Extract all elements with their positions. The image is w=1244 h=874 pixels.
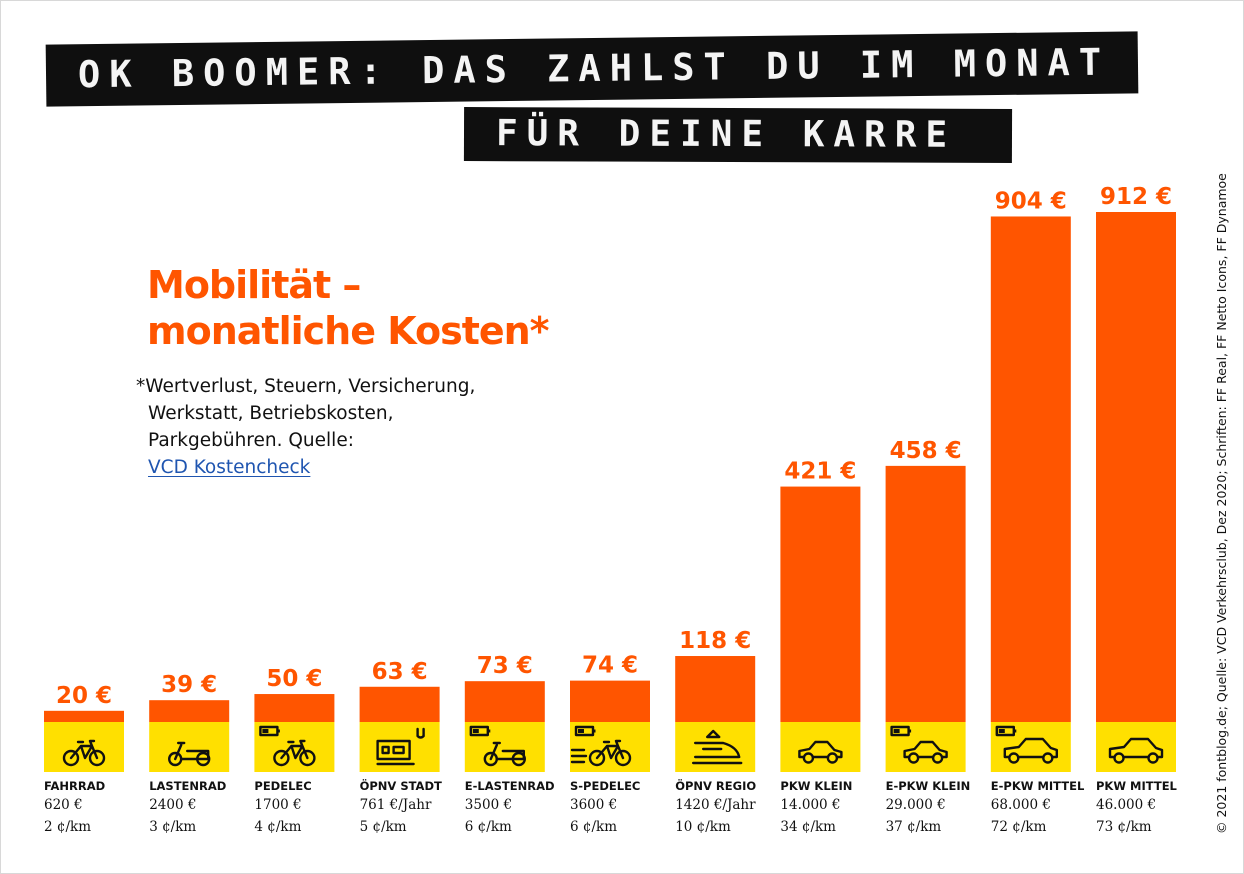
bar xyxy=(1096,212,1176,722)
icon-band xyxy=(1096,722,1176,772)
bar-group: 904 € xyxy=(990,188,1071,772)
footnote-line-2: Werkstatt, Betriebskosten, xyxy=(148,403,394,424)
category-cost-per-km: 72 ¢/km xyxy=(990,819,1047,835)
category-name: PEDELEC xyxy=(254,779,312,793)
tram-icon xyxy=(376,727,425,766)
e-cargo-bike-icon xyxy=(469,725,526,767)
bar xyxy=(990,216,1071,722)
s-pedelec-icon xyxy=(570,725,632,767)
bar-value-label: 118 € xyxy=(679,628,751,654)
bar-value-label: 20 € xyxy=(56,683,112,709)
bar-group: 39 € xyxy=(149,672,230,772)
bar xyxy=(359,686,440,722)
category-price: 2400 € xyxy=(149,797,197,813)
category-name: ÖPNV REGIO xyxy=(675,779,757,793)
bar-value-label: 39 € xyxy=(161,672,217,698)
e-suv-icon xyxy=(995,725,1058,764)
suv-icon xyxy=(1108,737,1164,764)
icon-band xyxy=(675,722,756,772)
e-small-car-icon xyxy=(890,725,948,764)
small-car-icon xyxy=(798,740,843,764)
bar-group: 63 € xyxy=(359,659,440,772)
bar-value-label: 74 € xyxy=(582,653,638,679)
category-cost-per-km: 10 ¢/km xyxy=(675,819,731,835)
category-cost-per-km: 5 ¢/km xyxy=(359,819,407,835)
category-price: 761 €/Jahr xyxy=(359,797,432,813)
category-name: S-PEDELEC xyxy=(570,779,641,793)
category-cost-per-km: 34 ¢/km xyxy=(780,819,836,835)
pedelec-icon xyxy=(259,725,316,767)
bar-value-label: 912 € xyxy=(1100,184,1172,210)
bar-group: 50 € xyxy=(254,666,335,772)
regional-train-icon xyxy=(692,729,743,765)
category-name: E-PKW MITTEL xyxy=(990,779,1085,793)
category-price: 29.000 € xyxy=(885,797,946,813)
bar-value-label: 421 € xyxy=(784,459,856,485)
category-price: 3600 € xyxy=(570,797,618,813)
subtitle-line-1: Mobilität – xyxy=(147,263,361,307)
credit-line: © 2021 fontblog.de; Quelle: VCD Verkehrs… xyxy=(1214,173,1229,834)
bar-group: 74 € xyxy=(570,653,650,772)
category-price: 14.000 € xyxy=(780,797,841,813)
category-name: E-PKW KLEIN xyxy=(885,779,971,793)
bar-value-label: 50 € xyxy=(266,666,322,692)
category-price: 46.000 € xyxy=(1096,797,1157,813)
bar-value-label: 904 € xyxy=(995,188,1067,214)
category-cost-per-km: 2 ¢/km xyxy=(44,819,91,835)
bar-value-label: 458 € xyxy=(890,438,962,464)
category-price: 68.000 € xyxy=(990,797,1051,813)
bar-group: 20 € xyxy=(44,683,124,772)
category-name: E-LASTENRAD xyxy=(464,779,555,793)
category-cost-per-km: 3 ¢/km xyxy=(149,819,197,835)
category-price: 1700 € xyxy=(254,797,302,813)
category-price: 3500 € xyxy=(464,797,513,813)
chart-subtitle: Mobilität – monatliche Kosten* xyxy=(147,262,707,354)
bar xyxy=(44,710,124,722)
bar xyxy=(149,700,230,722)
bicycle-icon xyxy=(62,739,106,767)
bar-group: 421 € xyxy=(780,459,861,772)
category-cost-per-km: 4 ¢/km xyxy=(254,819,302,835)
bar xyxy=(464,681,545,722)
bar-group: 73 € xyxy=(464,653,545,772)
bar-group: 912 € xyxy=(1096,184,1176,772)
category-cost-per-km: 37 ¢/km xyxy=(885,819,942,835)
category-cost-per-km: 73 ¢/km xyxy=(1096,819,1152,835)
bar xyxy=(885,465,966,722)
category-name: PKW KLEIN xyxy=(780,779,853,793)
bar xyxy=(780,486,861,722)
source-link[interactable]: VCD Kostencheck xyxy=(148,457,311,478)
bar-group: 118 € xyxy=(675,628,756,772)
category-cost-per-km: 6 ¢/km xyxy=(570,819,617,835)
bar xyxy=(570,680,650,722)
bar xyxy=(254,694,335,722)
cargo-bike-icon xyxy=(167,741,211,767)
category-name: ÖPNV STADT xyxy=(359,779,442,793)
category-price: 620 € xyxy=(44,797,83,813)
footnote-line-1: *Wertverlust, Steuern, Versicherung, xyxy=(136,376,476,397)
bar xyxy=(675,656,756,722)
bar-group: 458 € xyxy=(885,438,966,772)
category-name: FAHRRAD xyxy=(44,779,106,793)
category-name: LASTENRAD xyxy=(149,779,227,793)
bar-value-label: 63 € xyxy=(372,659,428,685)
icon-band xyxy=(780,722,861,772)
category-name: PKW MITTEL xyxy=(1096,779,1177,793)
bar-value-label: 73 € xyxy=(477,653,533,679)
category-cost-per-km: 6 ¢/km xyxy=(464,819,512,835)
category-price: 1420 €/Jahr xyxy=(675,797,756,813)
subtitle-line-2: monatliche Kosten* xyxy=(147,309,550,353)
icon-band xyxy=(149,722,230,772)
footnote: *Wertverlust, Steuern, Versicherung, Wer… xyxy=(136,373,556,481)
footnote-line-3: Parkgebühren. Quelle: xyxy=(148,430,354,451)
